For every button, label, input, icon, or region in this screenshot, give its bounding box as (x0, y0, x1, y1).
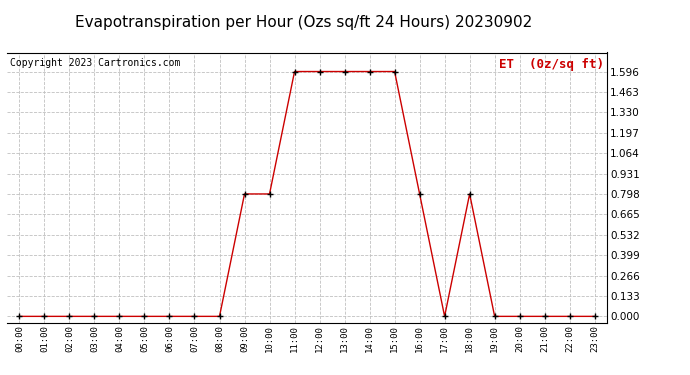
Text: ET  (0z/sq ft): ET (0z/sq ft) (499, 58, 604, 71)
Text: Copyright 2023 Cartronics.com: Copyright 2023 Cartronics.com (10, 58, 180, 68)
Text: Evapotranspiration per Hour (Ozs sq/ft 24 Hours) 20230902: Evapotranspiration per Hour (Ozs sq/ft 2… (75, 15, 532, 30)
